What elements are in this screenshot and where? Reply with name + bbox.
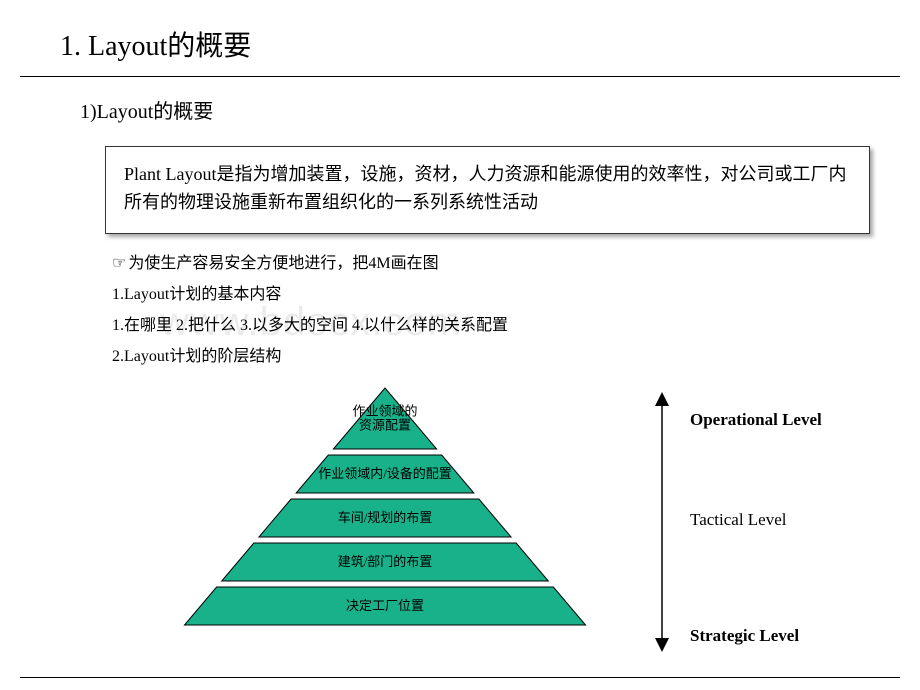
bullet-pointer: 为使生产容易安全方便地进行，把4M画在图 <box>112 248 920 279</box>
bullet-line: 1.在哪里 2.把什么 3.以多大的空间 4.以什么样的关系配置 <box>112 310 920 341</box>
bullet-block: 为使生产容易安全方便地进行，把4M画在图 1.Layout计划的基本内容 1.在… <box>112 248 920 373</box>
bullet-line: 2.Layout计划的阶层结构 <box>112 341 920 372</box>
level-label-strategic: Strategic Level <box>690 626 799 646</box>
sub-title: 1)Layout的概要 <box>0 77 920 124</box>
pyramid-layer-label: 作业领域的资源配置 <box>352 404 417 433</box>
level-label-tactical: Tactical Level <box>690 510 787 530</box>
bottom-rule <box>20 677 900 678</box>
pyramid-layer-label: 建筑/部门的布置 <box>338 554 433 569</box>
pyramid-layer-label: 作业领域内/设备的配置 <box>318 466 452 481</box>
pyramid-area: 作业领域的资源配置作业领域内/设备的配置车间/规划的布置建筑/部门的布置决定工厂… <box>0 380 920 680</box>
level-label-operational: Operational Level <box>690 410 822 430</box>
pyramid-svg: 作业领域的资源配置作业领域内/设备的配置车间/规划的布置建筑/部门的布置决定工厂… <box>150 380 620 660</box>
pyramid-layer-label: 车间/规划的布置 <box>338 510 433 525</box>
bullet-line: 1.Layout计划的基本内容 <box>112 279 920 310</box>
pyramid-layer-label: 决定工厂位置 <box>346 598 424 613</box>
right-double-arrow <box>650 392 674 652</box>
page-title: 1. Layout的概要 <box>0 0 920 76</box>
definition-box: Plant Layout是指为增加装置，设施，资材，人力资源和能源使用的效率性，… <box>105 146 870 234</box>
